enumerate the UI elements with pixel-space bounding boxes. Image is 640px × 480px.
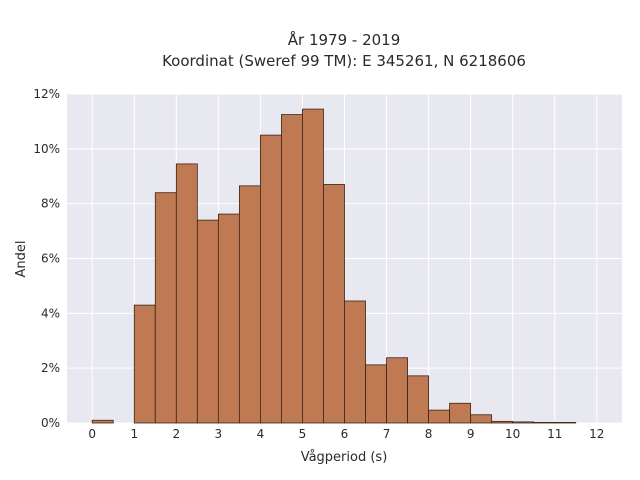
bars-group	[91, 108, 577, 424]
x-tick-label: 4	[257, 427, 265, 441]
histogram-bar	[428, 409, 451, 424]
x-axis-ticks: 0 1 2 3 4 5 6 7 8 9 10 11 12	[88, 427, 604, 441]
histogram-bar	[175, 163, 198, 424]
histogram-bar	[323, 184, 345, 424]
y-axis-label: Andel	[14, 241, 29, 278]
x-tick-label: 12	[589, 427, 604, 441]
histogram-bar	[217, 213, 240, 424]
x-tick-label: 10	[505, 427, 520, 441]
chart-title-line2: Koordinat (Sweref 99 TM): E 345261, N 62…	[162, 52, 526, 70]
histogram-bar	[512, 421, 535, 424]
x-tick-label: 2	[172, 427, 180, 441]
y-tick-label: 10%	[33, 142, 60, 156]
x-tick-label: 11	[547, 427, 562, 441]
x-tick-label: 6	[341, 427, 349, 441]
histogram-bar	[533, 422, 556, 424]
histogram-bar	[238, 185, 261, 424]
histogram-bar	[91, 419, 114, 424]
histogram-bar	[470, 414, 493, 424]
x-tick-label: 0	[88, 427, 96, 441]
y-tick-label: 12%	[33, 87, 60, 101]
x-tick-label: 1	[130, 427, 138, 441]
y-tick-label: 6%	[41, 252, 60, 266]
histogram-bar	[281, 114, 303, 424]
y-tick-label: 4%	[41, 306, 60, 320]
x-tick-label: 5	[299, 427, 307, 441]
histogram-bar	[386, 357, 408, 424]
histogram-bar	[491, 420, 514, 424]
x-tick-label: 3	[215, 427, 223, 441]
y-tick-label: 2%	[41, 361, 60, 375]
x-tick-label: 9	[467, 427, 475, 441]
histogram-bar	[196, 219, 219, 424]
histogram-bar	[302, 108, 324, 424]
histogram-bar	[154, 192, 177, 424]
y-tick-label: 0%	[41, 416, 60, 430]
x-axis-label: Vågperiod (s)	[301, 450, 388, 465]
histogram-bar	[554, 422, 577, 424]
histogram-bar	[407, 375, 429, 424]
x-tick-label: 7	[383, 427, 391, 441]
y-axis-ticks: 0% 2% 4% 6% 8% 10% 12%	[33, 87, 60, 430]
x-tick-label: 8	[425, 427, 433, 441]
chart-title-line1: År 1979 - 2019	[288, 30, 401, 49]
histogram-bar	[449, 402, 472, 424]
y-tick-label: 8%	[41, 197, 60, 211]
histogram-bar	[365, 364, 387, 424]
histogram-bar	[260, 134, 282, 424]
histogram-bar	[344, 300, 366, 424]
histogram-bar	[133, 304, 156, 424]
